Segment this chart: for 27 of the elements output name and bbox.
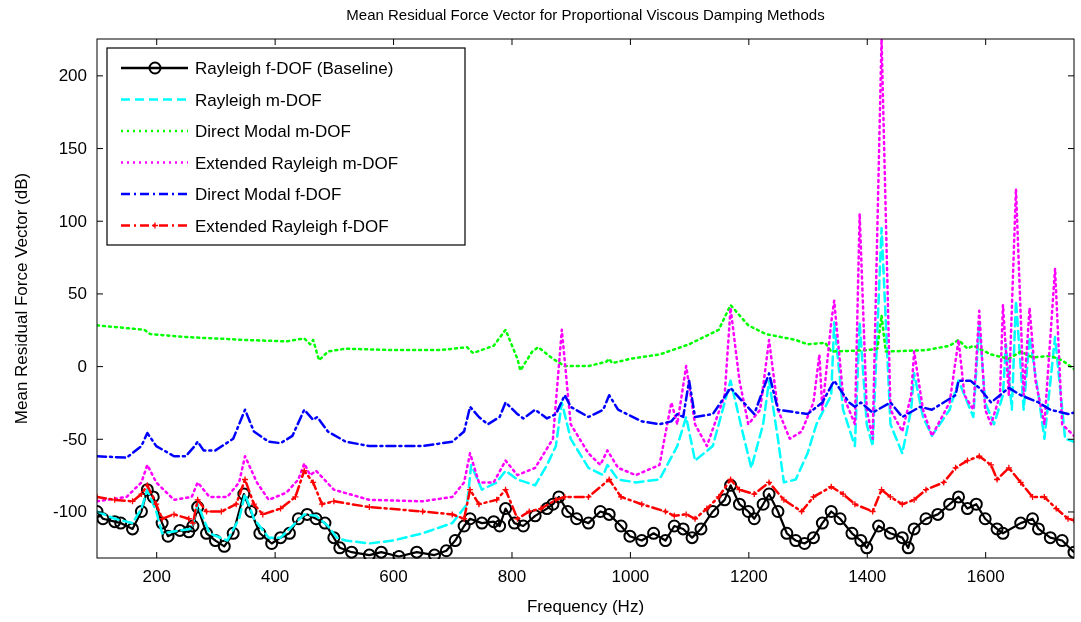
x-tick-label: 600 xyxy=(379,567,408,587)
line-series xyxy=(97,303,1074,372)
y-tick-label: 50 xyxy=(68,284,87,304)
x-tick-label: 200 xyxy=(142,567,171,587)
y-tick-label: 100 xyxy=(58,211,87,231)
y-axis-title: Mean Residual Force Vector (dB) xyxy=(12,172,31,425)
y-tick-label: 200 xyxy=(58,66,87,86)
y-tick-label: 0 xyxy=(77,357,87,377)
x-tick-label: 1400 xyxy=(848,567,887,587)
legend-label: Rayleigh f-DOF (Baseline) xyxy=(195,59,394,78)
y-tick-label: 150 xyxy=(58,138,87,158)
legend-label: Extended Rayleigh f-DOF xyxy=(195,216,389,236)
x-tick-label: 400 xyxy=(260,567,290,587)
chart-title: Mean Residual Force Vector for Proportional Viscous Damping Methods xyxy=(346,6,825,23)
x-tick-label: 1200 xyxy=(729,567,768,587)
x-tick-label: 1000 xyxy=(611,567,650,587)
y-tick-label: -50 xyxy=(62,429,87,449)
legend-label: Direct Modal m-DOF xyxy=(195,122,351,141)
x-tick-label: 1600 xyxy=(966,567,1005,587)
line-series xyxy=(97,372,1074,459)
x-tick-label: 800 xyxy=(497,567,527,587)
legend-label: Direct Modal f-DOF xyxy=(195,185,342,204)
y-tick-label: -100 xyxy=(52,502,87,522)
line-series xyxy=(97,38,1074,503)
legend-label: Rayleigh m-DOF xyxy=(195,90,322,110)
legend-label: Extended Rayleigh m-DOF xyxy=(195,153,399,173)
x-axis-title: Frequency (Hz) xyxy=(526,597,645,616)
